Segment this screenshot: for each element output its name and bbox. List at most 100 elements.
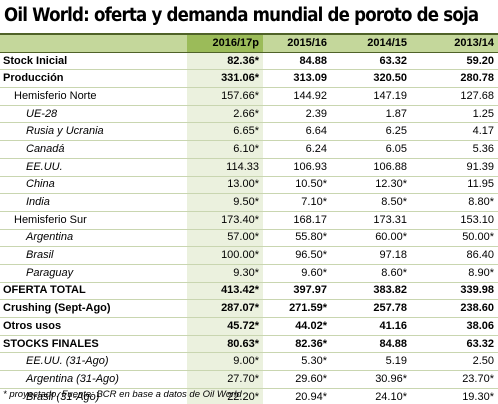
value-cell: 157.66*: [187, 87, 263, 106]
row-label: Brasil: [0, 246, 187, 265]
value-cell: 10.50*: [263, 176, 331, 195]
row-label: Argentina: [0, 229, 187, 248]
table-row: EE.UU. (31-Ago) 9.00* 5.30* 5.19 2.50: [0, 352, 498, 372]
value-cell: 38.06: [411, 317, 498, 336]
table-row: China 13.00* 10.50* 12.30* 11.95: [0, 176, 498, 195]
row-label: India: [0, 193, 187, 212]
row-label: Argentina (31-Ago): [0, 370, 187, 389]
value-cell: 100.00*: [187, 246, 263, 265]
value-cell: 257.78: [331, 299, 411, 318]
value-cell: 6.10*: [187, 140, 263, 159]
row-label: Otros usos: [0, 317, 187, 336]
value-cell: 80.63*: [187, 334, 263, 354]
value-cell: 4.17: [411, 122, 498, 142]
table-row: Brasil (31-Ago) 22.20* 20.94* 24.10* 19.30*: [0, 388, 498, 404]
value-cell: 29.60*: [263, 370, 331, 389]
table-row: Producción 331.06* 313.09 320.50 280.78: [0, 69, 498, 89]
row-label: STOCKS FINALES: [0, 334, 187, 354]
value-cell: 30.96*: [331, 370, 411, 389]
value-cell: 5.36: [411, 140, 498, 159]
header-row: 2016/17p 2015/16 2014/15 2013/14: [0, 32, 498, 53]
table-row: Hemisferio Norte 157.66* 144.92 147.19 127.6…: [0, 87, 498, 106]
value-cell: 6.05: [331, 140, 411, 159]
value-cell: 8.80*: [411, 193, 498, 212]
value-cell: 13.00*: [187, 176, 263, 195]
value-cell: 413.42*: [187, 281, 263, 301]
value-cell: 55.80*: [263, 229, 331, 248]
row-label: Crushing (Sept-Ago): [0, 299, 187, 318]
table-row: Otros usos 45.72* 44.02* 41.16 38.06: [0, 317, 498, 336]
table-row: Argentina (31-Ago) 27.70* 29.60* 30.96* 23.7…: [0, 370, 498, 389]
row-label: Brasil (31-Ago): [0, 388, 187, 404]
value-cell: 106.88: [331, 158, 411, 177]
title: Oil World: oferta y demanda mundial de p…: [4, 5, 479, 26]
value-cell: 238.60: [411, 299, 498, 318]
value-cell: 383.82: [331, 281, 411, 301]
value-cell: 45.72*: [187, 317, 263, 336]
header-cell: 2013/14: [411, 32, 498, 53]
value-cell: 41.16: [331, 317, 411, 336]
value-cell: 8.90*: [411, 264, 498, 283]
value-cell: 57.00*: [187, 229, 263, 248]
row-label: EE.UU. (31-Ago): [0, 352, 187, 372]
value-cell: 63.32: [331, 52, 411, 71]
value-cell: 9.30*: [187, 264, 263, 283]
header-cell: 2015/16: [263, 32, 331, 53]
value-cell: 5.30*: [263, 352, 331, 372]
value-cell: 19.30*: [411, 388, 498, 404]
value-cell: 1.25: [411, 105, 498, 124]
row-label: Hemisferio Sur: [0, 211, 187, 230]
value-cell: 173.40*: [187, 211, 263, 230]
row-label: Hemisferio Norte: [0, 87, 187, 106]
header-cell: 2016/17p: [187, 32, 263, 53]
row-label: Producción: [0, 69, 187, 89]
table-row: India 9.50* 7.10* 8.50* 8.80*: [0, 193, 498, 212]
value-cell: 50.00*: [411, 229, 498, 248]
value-cell: 2.50: [411, 352, 498, 372]
value-cell: 1.87: [331, 105, 411, 124]
table-row: UE-28 2.66* 2.39 1.87 1.25: [0, 105, 498, 124]
value-cell: 7.10*: [263, 193, 331, 212]
value-cell: 82.36*: [187, 52, 263, 71]
table-row: Brasil 100.00* 96.50* 97.18 86.40: [0, 246, 498, 265]
value-cell: 9.60*: [263, 264, 331, 283]
table-row: Rusia y Ucrania 6.65* 6.64 6.25 4.17: [0, 122, 498, 142]
value-cell: 44.02*: [263, 317, 331, 336]
value-cell: 20.94*: [263, 388, 331, 404]
value-cell: 12.30*: [331, 176, 411, 195]
value-cell: 22.20*: [187, 388, 263, 404]
value-cell: 271.59*: [263, 299, 331, 318]
value-cell: 84.88: [263, 52, 331, 71]
table-row: Argentina 57.00* 55.80* 60.00* 50.00*: [0, 229, 498, 248]
value-cell: 280.78: [411, 69, 498, 89]
value-cell: 106.93: [263, 158, 331, 177]
value-cell: 127.68: [411, 87, 498, 106]
value-cell: 320.50: [331, 69, 411, 89]
value-cell: 84.88: [331, 334, 411, 354]
value-cell: 6.24: [263, 140, 331, 159]
value-cell: 24.10*: [331, 388, 411, 404]
value-cell: 97.18: [331, 246, 411, 265]
value-cell: 59.20: [411, 52, 498, 71]
row-label: OFERTA TOTAL: [0, 281, 187, 301]
value-cell: 96.50*: [263, 246, 331, 265]
row-label: EE.UU.: [0, 158, 187, 177]
footnote: * proyectado. Fuente: BCR en base a dato…: [3, 389, 242, 400]
value-cell: 60.00*: [331, 229, 411, 248]
table-row: Paraguay 9.30* 9.60* 8.60* 8.90*: [0, 264, 498, 283]
value-cell: 114.33: [187, 158, 263, 177]
header-cell: [0, 32, 187, 53]
value-cell: 9.00*: [187, 352, 263, 372]
row-label: UE-28: [0, 105, 187, 124]
row-label: Rusia y Ucrania: [0, 122, 187, 142]
value-cell: 8.60*: [331, 264, 411, 283]
row-label: Canadá: [0, 140, 187, 159]
value-cell: 339.98: [411, 281, 498, 301]
value-cell: 144.92: [263, 87, 331, 106]
row-label: Stock Inicial: [0, 52, 187, 71]
value-cell: 153.10: [411, 211, 498, 230]
table-row: Canadá 6.10* 6.24 6.05 5.36: [0, 140, 498, 159]
row-label: China: [0, 176, 187, 195]
value-cell: 5.19: [331, 352, 411, 372]
